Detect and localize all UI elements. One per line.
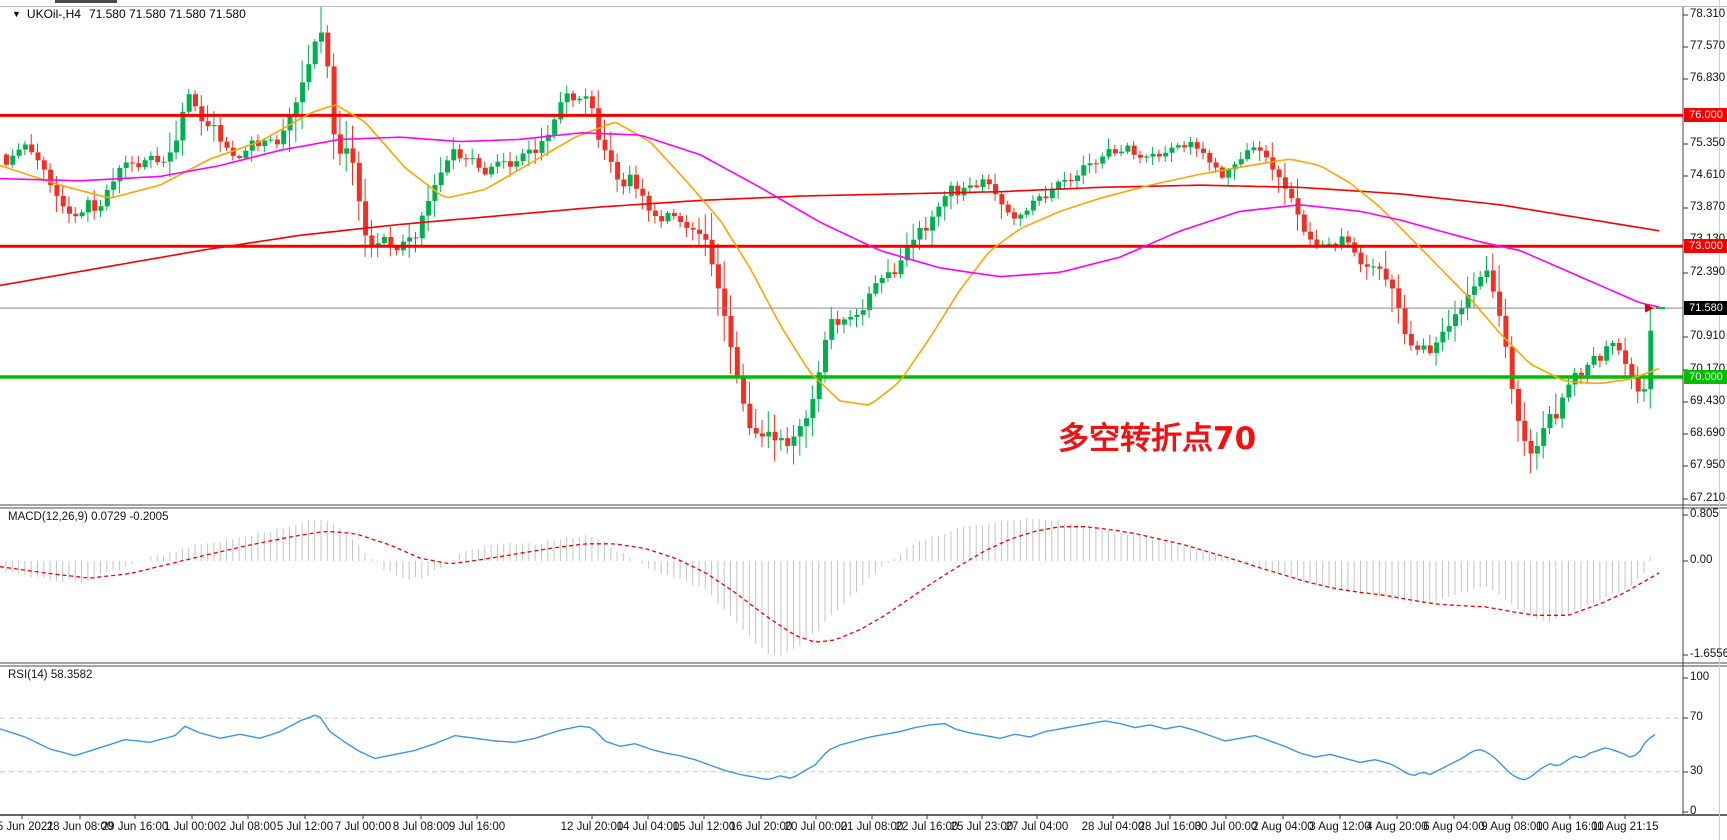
collapse-arrow-icon[interactable]: ▼ <box>12 9 21 19</box>
toolbar-remnant <box>55 0 117 3</box>
window-right-edge <box>1719 0 1720 840</box>
price-arrow-icon <box>1645 303 1654 313</box>
window-top-frame <box>0 6 1727 7</box>
